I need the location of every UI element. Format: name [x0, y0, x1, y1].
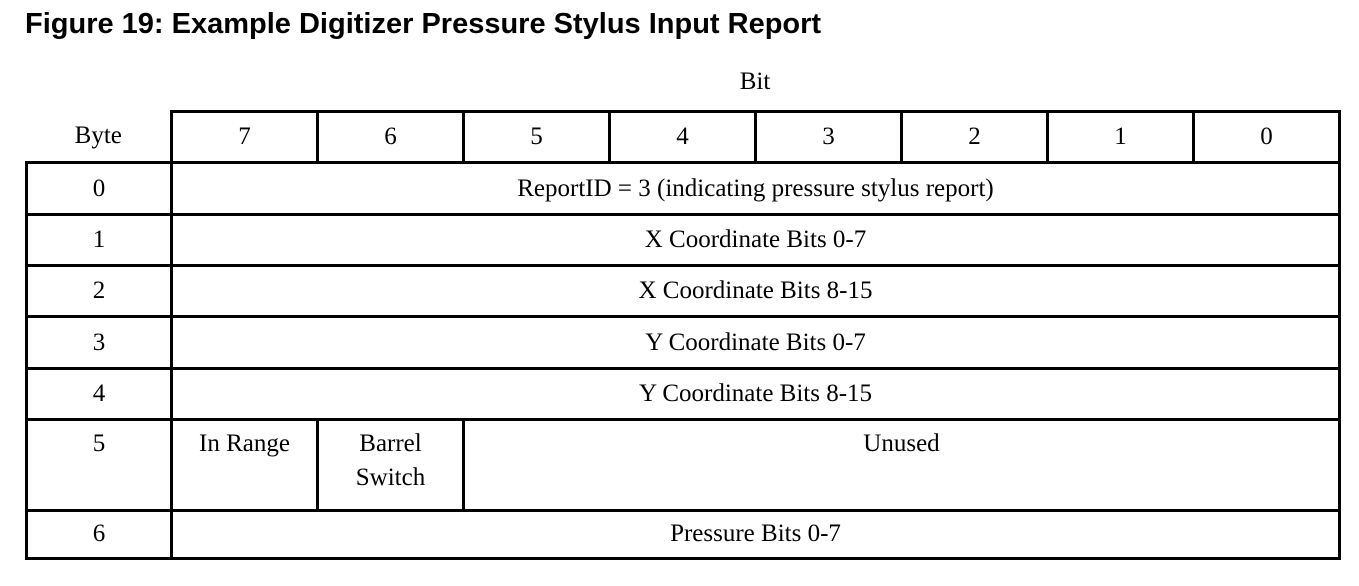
table-row: 2 X Coordinate Bits 8-15: [25, 264, 1341, 319]
bit-column-header-4: 4: [608, 109, 757, 165]
bit-column-header-6: 6: [316, 109, 465, 165]
byte-number: 2: [25, 264, 173, 319]
byte-content: Pressure Bits 0-7: [170, 508, 1341, 561]
input-report-table: Byte 7 6 5 4 3 2 1 0 0 ReportID = 3 (ind…: [25, 109, 1341, 561]
byte-number: 5: [25, 418, 173, 512]
bit-column-header-2: 2: [900, 109, 1049, 165]
byte-number: 6: [25, 508, 173, 561]
table-row: 6 Pressure Bits 0-7: [25, 508, 1341, 561]
bit-header-label: Bit: [739, 68, 771, 95]
byte-number: 4: [25, 366, 173, 422]
byte-content: Y Coordinate Bits 8-15: [170, 366, 1341, 422]
barrel-switch-line-2: Switch: [355, 464, 426, 492]
in-range-bit: In Range: [170, 418, 319, 512]
byte-number: 0: [25, 161, 173, 216]
byte-content: X Coordinate Bits 0-7: [170, 212, 1341, 268]
bit-column-header-0: 0: [1192, 109, 1341, 165]
figure-title: Figure 19: Example Digitizer Pressure St…: [25, 8, 822, 40]
bit-column-header-3: 3: [754, 109, 903, 165]
bit-column-header-7: 7: [170, 109, 319, 165]
byte-content: X Coordinate Bits 8-15: [170, 264, 1341, 319]
barrel-switch-line-1: Barrel: [359, 430, 422, 458]
table-row: 3 Y Coordinate Bits 0-7: [25, 315, 1341, 370]
byte-content: Y Coordinate Bits 0-7: [170, 315, 1341, 370]
byte-content: ReportID = 3 (indicating pressure stylus…: [170, 161, 1341, 216]
header-row: Byte 7 6 5 4 3 2 1 0: [26, 109, 1341, 165]
byte-number: 3: [25, 315, 173, 370]
byte-number: 1: [25, 212, 173, 268]
byte-header: Byte: [26, 111, 173, 165]
bit-column-header-1: 1: [1046, 109, 1195, 165]
table-row: 5 In Range Barrel Switch Unused: [25, 418, 1341, 512]
table-row: 1 X Coordinate Bits 0-7: [25, 212, 1341, 268]
unused-bits: Unused: [462, 418, 1341, 512]
barrel-switch-bit: Barrel Switch: [316, 418, 465, 512]
table-row: 4 Y Coordinate Bits 8-15: [25, 366, 1341, 422]
bit-column-header-5: 5: [462, 109, 611, 165]
table-row: 0 ReportID = 3 (indicating pressure styl…: [25, 161, 1341, 216]
